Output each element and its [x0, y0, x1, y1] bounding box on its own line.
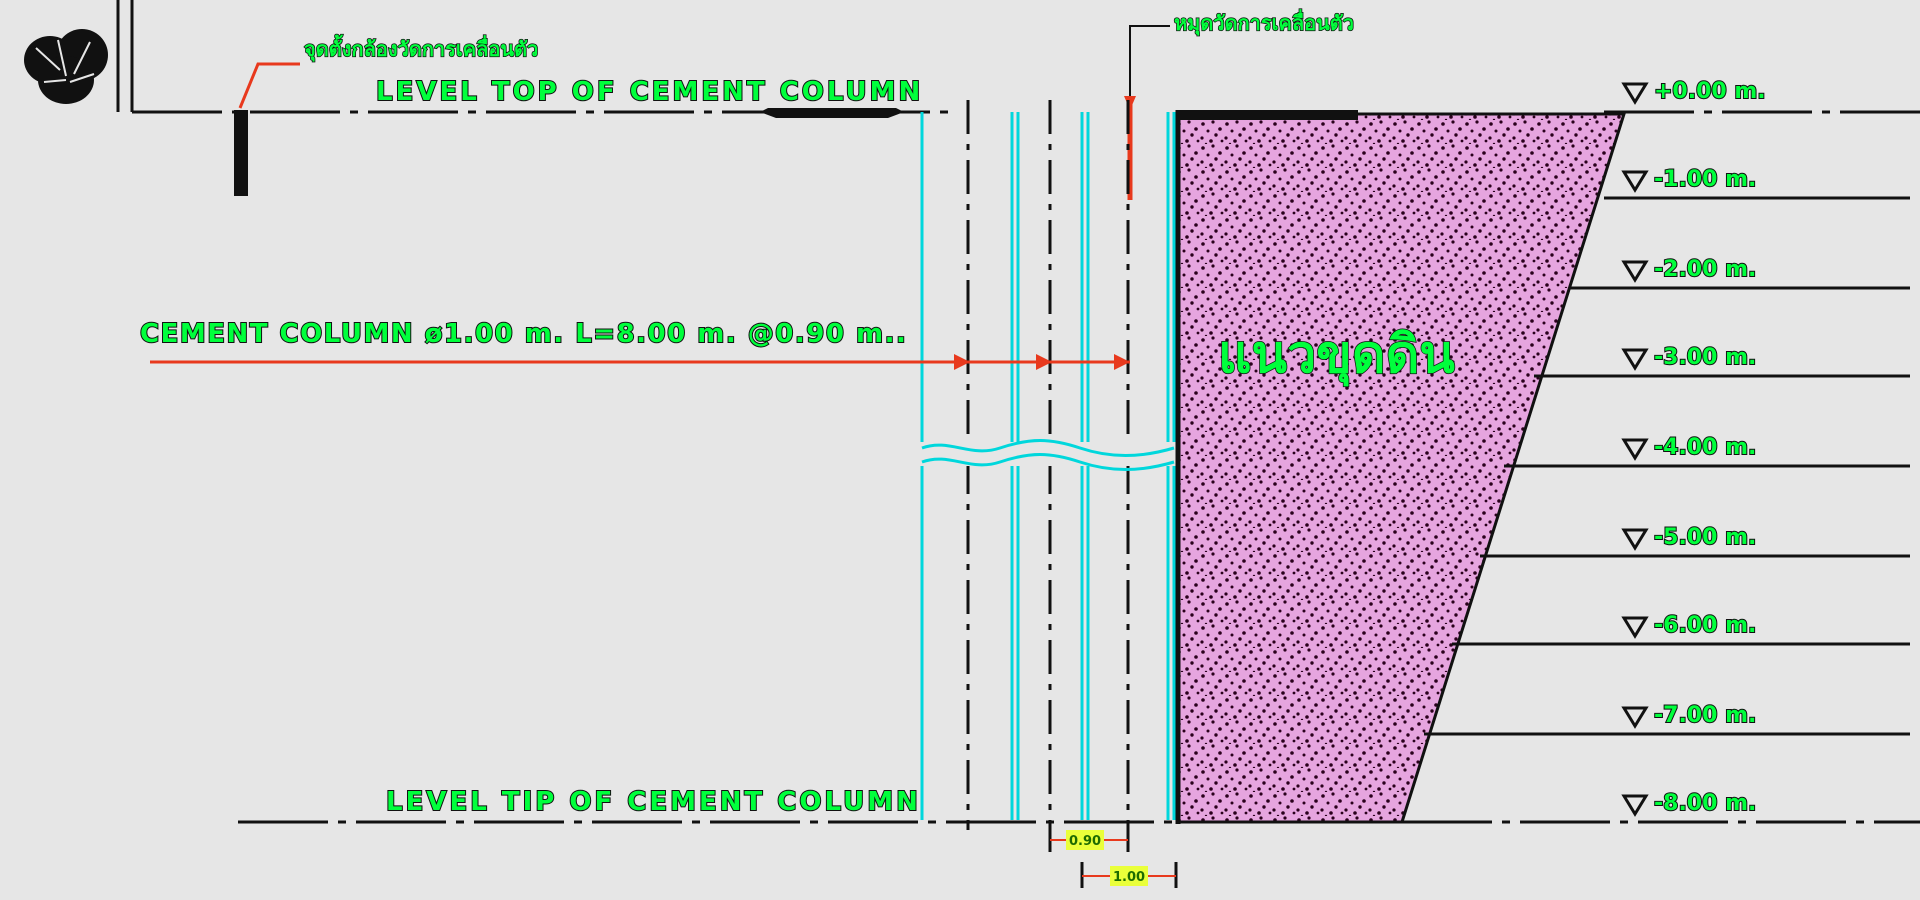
level-marker-icon — [1621, 616, 1649, 639]
level-marker-7: -7.00 m. — [1621, 702, 1757, 729]
tip-level-label: LEVEL TIP OF CEMENT COLUMN — [386, 787, 921, 817]
soil-mass-label: แนวขุดดิน — [1218, 325, 1455, 387]
arrow-icon — [1114, 354, 1130, 370]
cement-column-label: CEMENT COLUMN ø1.00 m. L=8.00 m. @0.90 m… — [140, 319, 907, 349]
dimension-diameter-text: 1.00 — [1113, 870, 1145, 885]
arrow-icon — [1124, 96, 1136, 110]
level-label: +0.00 m. — [1654, 79, 1766, 104]
level-label: -5.00 m. — [1654, 525, 1756, 550]
boundary-fence — [116, 0, 134, 112]
level-marker-5: -5.00 m. — [1621, 524, 1757, 551]
dimension-diameter: 1.00 — [1080, 862, 1178, 888]
level-label: -3.00 m. — [1654, 345, 1756, 370]
top-level-label: LEVEL TOP OF CEMENT COLUMN — [376, 77, 923, 107]
arrow-icon — [954, 354, 970, 370]
level-marker-icon — [1621, 170, 1649, 193]
level-marker-3: -3.00 m. — [1621, 344, 1757, 371]
dimension-spacing-text: 0.90 — [1069, 834, 1101, 849]
level-marker-icon — [1621, 706, 1649, 729]
survey-peg-leader — [1129, 25, 1170, 108]
level-marker-1: -1.00 m. — [1621, 166, 1757, 193]
level-marker-8: -8.00 m. — [1621, 790, 1757, 817]
level-marker-icon — [1621, 794, 1649, 817]
level-label: -4.00 m. — [1654, 435, 1756, 460]
level-marker-icon — [1621, 438, 1649, 461]
tree-icon — [24, 29, 108, 104]
level-marker-icon — [1621, 260, 1649, 283]
level-label: -6.00 m. — [1654, 613, 1756, 638]
level-marker-icon — [1621, 348, 1649, 371]
level-marker-6: -6.00 m. — [1621, 612, 1757, 639]
camera-leader — [238, 62, 300, 109]
level-label: -7.00 m. — [1654, 703, 1756, 728]
column-break-lines — [918, 439, 1176, 471]
camera-point-label: จุดตั้งกล้องวัดการเคลื่อนตัว — [304, 34, 538, 62]
level-marker-4: -4.00 m. — [1621, 434, 1757, 461]
survey-peg-label: หมุดวัดการเคลื่อนตัว — [1174, 8, 1354, 36]
dimension-spacing: 0.90 — [1048, 826, 1130, 852]
arrow-icon — [1036, 354, 1052, 370]
level-lines — [1402, 110, 1920, 824]
level-label: -2.00 m. — [1654, 257, 1756, 282]
level-label: -8.00 m. — [1654, 791, 1756, 816]
level-marker-icon — [1621, 82, 1649, 105]
camera-survey-point — [234, 110, 248, 196]
level-marker-0: +0.00 m. — [1621, 78, 1767, 105]
level-marker-icon — [1621, 528, 1649, 551]
soil-cap — [1180, 110, 1358, 120]
top-level-hatch — [760, 108, 904, 118]
soil-mass — [1176, 112, 1627, 824]
level-marker-2: -2.00 m. — [1621, 256, 1757, 283]
level-label: -1.00 m. — [1654, 167, 1756, 192]
